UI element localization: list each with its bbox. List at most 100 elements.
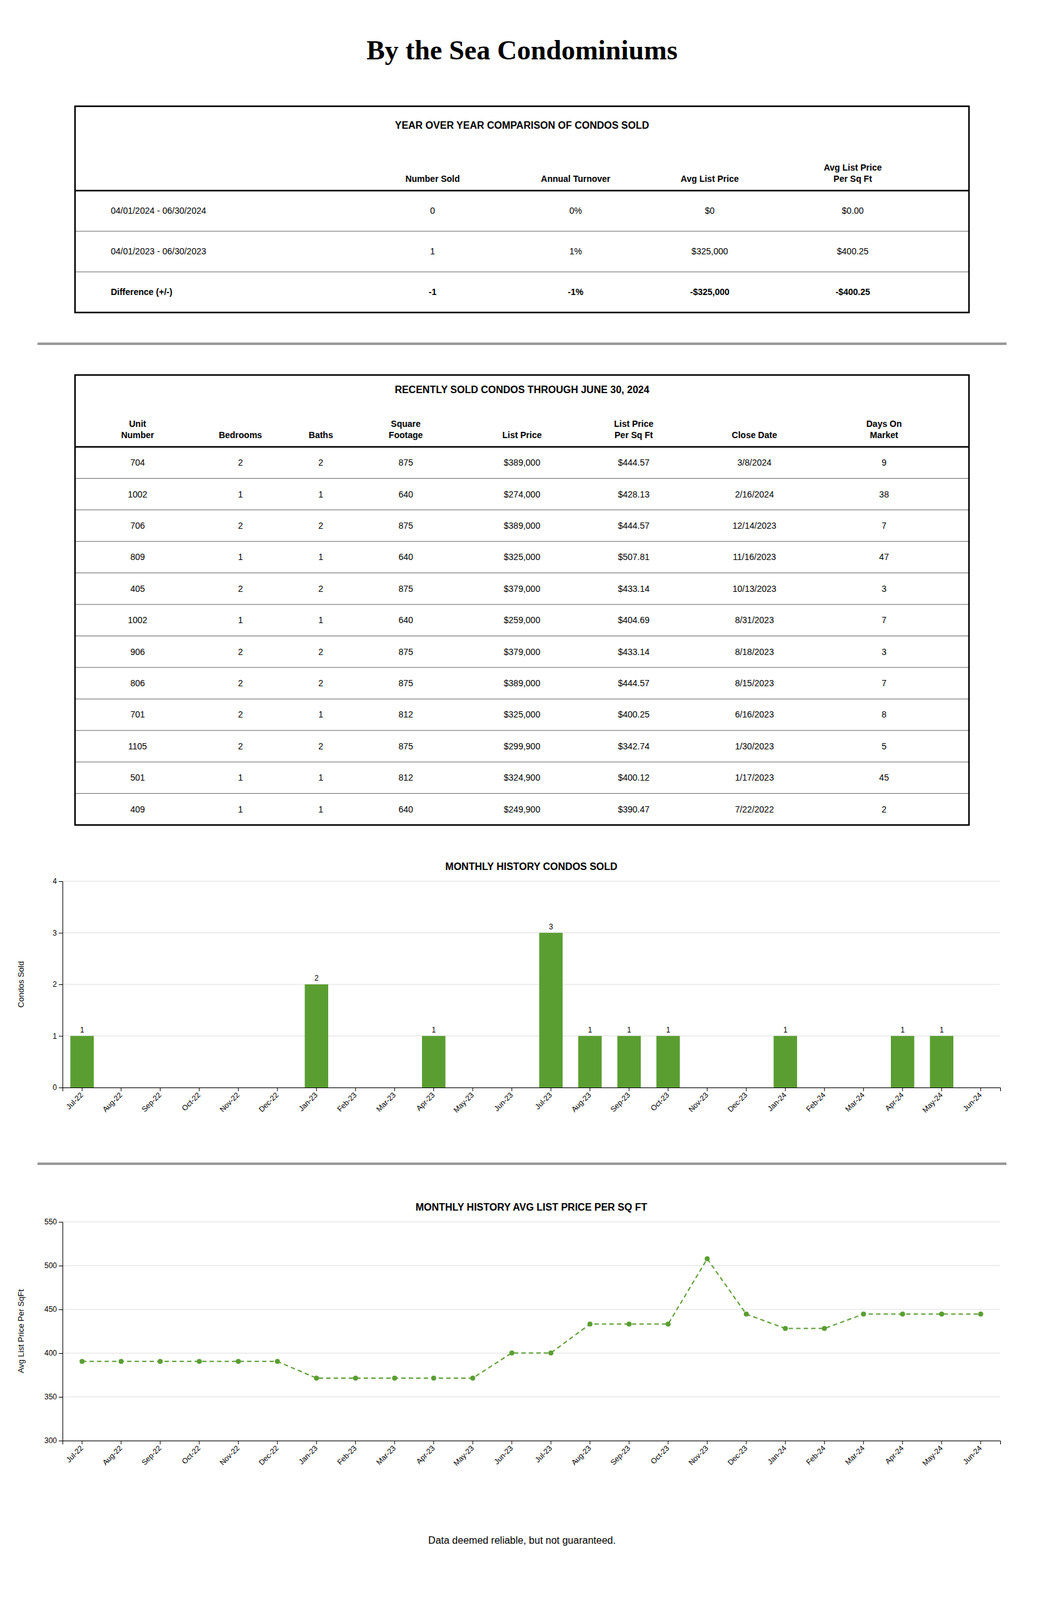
tick-mark bbox=[941, 1440, 943, 1445]
table-cell: $389,000 bbox=[503, 520, 541, 531]
table-cell: -1% bbox=[567, 286, 584, 297]
tick-mark bbox=[707, 1440, 708, 1445]
row-divider bbox=[75, 635, 969, 637]
table-cell: $324,900 bbox=[503, 772, 541, 783]
table-cell: $299,900 bbox=[503, 741, 541, 752]
table-cell: 2 bbox=[238, 741, 244, 752]
tick-mark bbox=[589, 1440, 591, 1445]
tick-mark bbox=[316, 1440, 317, 1445]
data-label: 1 bbox=[900, 1025, 905, 1035]
table-cell: 1002 bbox=[128, 489, 148, 500]
tick-label: May-23 bbox=[451, 1090, 476, 1115]
table-cell: $0.00 bbox=[842, 205, 864, 216]
table-header: Close Date bbox=[732, 430, 778, 441]
row-label: 04/01/2024 - 06/30/2024 bbox=[110, 205, 207, 216]
tick-mark bbox=[707, 1087, 708, 1092]
bar bbox=[968, 1087, 993, 1089]
tick-label: Apr-24 bbox=[883, 1444, 906, 1467]
tick-label: Jul-23 bbox=[533, 1444, 554, 1465]
table-cell: 8/18/2023 bbox=[735, 647, 774, 658]
table-cell: 1105 bbox=[128, 741, 147, 752]
table-cell: 2 bbox=[238, 583, 244, 594]
tick-label: Sep-22 bbox=[140, 1444, 164, 1468]
tick-mark bbox=[81, 1440, 83, 1445]
row-divider bbox=[75, 730, 969, 731]
plot-area bbox=[70, 933, 954, 1089]
x-tick: May-23 bbox=[451, 1087, 476, 1115]
table-cell: $325,000 bbox=[691, 246, 729, 257]
tick-label: Apr-24 bbox=[883, 1090, 906, 1114]
table-cell: 8 bbox=[881, 709, 887, 720]
table-cell: 1 bbox=[318, 615, 324, 626]
x-tick: Apr-23 bbox=[414, 1440, 437, 1466]
table-header: Per Sq Ft bbox=[833, 173, 873, 184]
tick-label: 2 bbox=[52, 980, 57, 989]
table-header: Bedrooms bbox=[218, 430, 262, 441]
marker bbox=[978, 1312, 984, 1318]
table-cell: $433.14 bbox=[617, 647, 650, 658]
tick-mark bbox=[550, 1087, 552, 1092]
tick-label: Feb-24 bbox=[804, 1444, 828, 1468]
separator bbox=[37, 342, 1007, 346]
tick-label: 3 bbox=[52, 928, 57, 938]
marker bbox=[743, 1312, 749, 1318]
table-cell: 875 bbox=[398, 583, 414, 594]
tick-label: Jan-23 bbox=[296, 1444, 320, 1467]
table-border bbox=[75, 106, 969, 313]
tick-label: May-24 bbox=[920, 1444, 945, 1468]
row-divider bbox=[75, 698, 969, 700]
table-cell: 9 bbox=[881, 457, 887, 468]
x-tick: Feb-23 bbox=[335, 1087, 359, 1115]
bar bbox=[461, 1087, 486, 1089]
table-cell: 706 bbox=[130, 520, 146, 531]
x-tick: Jul-23 bbox=[533, 1087, 554, 1112]
tick-label: May-24 bbox=[920, 1090, 945, 1115]
y-tick: 3 bbox=[52, 928, 63, 938]
x-tick: Mar-24 bbox=[843, 1087, 867, 1115]
x-tick: Dec-23 bbox=[725, 1087, 749, 1115]
marker bbox=[196, 1359, 202, 1365]
y-tick: 2 bbox=[52, 980, 63, 989]
bar bbox=[617, 1036, 642, 1089]
x-tick: Dec-23 bbox=[725, 1440, 749, 1468]
table-cell: $249,900 bbox=[503, 804, 541, 815]
table-cell: 1 bbox=[318, 552, 324, 563]
bar bbox=[383, 1087, 407, 1089]
x-tick: Mar-24 bbox=[843, 1440, 867, 1468]
table-cell: 2 bbox=[881, 804, 887, 815]
table-header: Market bbox=[870, 430, 899, 441]
x-tick: Mar-23 bbox=[374, 1440, 398, 1468]
tick-mark bbox=[58, 1036, 63, 1038]
plot-area bbox=[79, 1256, 984, 1381]
tick-mark bbox=[472, 1440, 474, 1445]
table-cell: 1 bbox=[318, 709, 324, 720]
table-cell: 2 bbox=[318, 741, 324, 752]
table-cell: $379,000 bbox=[503, 647, 541, 658]
x-tick: Sep-22 bbox=[140, 1087, 164, 1115]
table-cell: 0 bbox=[430, 205, 436, 216]
x-tick: Oct-22 bbox=[180, 1440, 203, 1466]
tick-mark bbox=[238, 1087, 239, 1092]
tick-label: Apr-23 bbox=[414, 1444, 437, 1467]
table-title: RECENTLY SOLD CONDOS THROUGH JUNE 30, 20… bbox=[394, 384, 649, 396]
table-cell: 812 bbox=[398, 709, 414, 720]
table-cell: 2 bbox=[238, 678, 244, 689]
table-cell: $379,000 bbox=[503, 583, 541, 594]
marker bbox=[704, 1256, 710, 1262]
tick-label: Nov-22 bbox=[218, 1444, 242, 1468]
tick-mark bbox=[355, 1087, 356, 1092]
x-tick: May-23 bbox=[451, 1440, 476, 1468]
table-header: Avg List Price bbox=[823, 162, 883, 173]
table-cell: 906 bbox=[130, 647, 146, 658]
table-cell: 640 bbox=[398, 804, 414, 815]
x-tick: Feb-23 bbox=[335, 1440, 359, 1468]
tick-mark bbox=[667, 1440, 669, 1445]
row-divider bbox=[75, 572, 969, 574]
grid-line bbox=[62, 1222, 1001, 1223]
table-header: Number Sold bbox=[405, 173, 460, 184]
table-header: Avg List Price bbox=[680, 173, 739, 184]
page: By the Sea CondominiumsYEAR OVER YEAR CO… bbox=[0, 0, 1044, 1600]
tick-mark bbox=[58, 1440, 63, 1442]
x-tick: Jan-23 bbox=[296, 1440, 320, 1467]
marker bbox=[391, 1375, 397, 1381]
